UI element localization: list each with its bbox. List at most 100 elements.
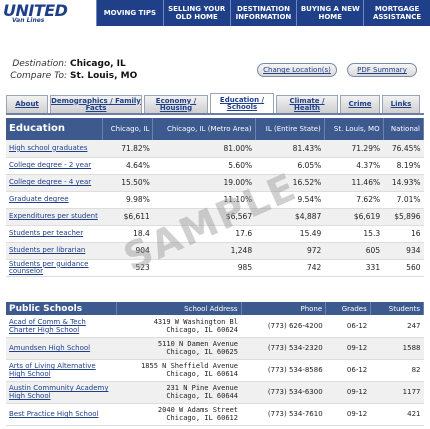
table-cell: $5,896 bbox=[383, 208, 424, 226]
table-cell: 8.19% bbox=[383, 157, 424, 175]
education-metric-link[interactable]: College degree - 4 year bbox=[9, 178, 92, 186]
address-line-1: 1855 N Sheffield Avenue bbox=[141, 362, 238, 370]
table-cell: 9.98% bbox=[102, 191, 153, 209]
table-cell: 560 bbox=[383, 259, 424, 277]
education-metric-link[interactable]: College degree - 2 year bbox=[9, 161, 92, 169]
schools-table: Public Schools School Address Phone Grad… bbox=[6, 302, 425, 426]
nav-selling-old-home[interactable]: SELLING YOUR OLD HOME bbox=[162, 0, 230, 26]
school-name-link[interactable]: Acad of Comm & Tech Charter High School bbox=[9, 317, 86, 334]
tab-bar: About Demographics / Family Facts Econom… bbox=[6, 93, 424, 115]
table-row: College degree - 4 year 15.50% 19.00% 16.52… bbox=[6, 174, 424, 192]
table-cell: 9.54% bbox=[255, 191, 325, 209]
address-line-1: 4319 W Washington Bl bbox=[153, 317, 238, 326]
school-name-link[interactable]: Best Practice High School bbox=[9, 410, 99, 418]
tab-crime[interactable]: Crime bbox=[340, 95, 380, 113]
school-phone: (773) 534-7610 bbox=[241, 403, 326, 426]
table-row: Expenditures per student $6,611 $6,567 $4,8… bbox=[6, 208, 424, 226]
table-cell: 15.3 bbox=[324, 225, 384, 243]
address-line-2: Chicago, IL 60612 bbox=[166, 414, 238, 422]
tab-economy[interactable]: Economy / Housing bbox=[144, 95, 208, 113]
logo-subtext: Van Lines bbox=[12, 17, 45, 24]
table-cell: 5.60% bbox=[152, 157, 256, 175]
table-cell: 1,248 bbox=[152, 242, 256, 260]
col-grades: Grades bbox=[325, 302, 371, 315]
schools-heading: Public Schools bbox=[6, 302, 117, 315]
nav-destination-information[interactable]: DESTINATION INFORMATION bbox=[229, 0, 297, 26]
table-row: Amundsen High School 5110 N Damen Avenue C… bbox=[6, 337, 424, 360]
tab-education[interactable]: Education / Schools bbox=[210, 93, 274, 113]
col-school-address: School Address bbox=[116, 302, 242, 315]
table-cell: 331 bbox=[324, 259, 384, 277]
table-cell: 904 bbox=[102, 242, 153, 260]
change-locations-button[interactable]: Change Location(s) bbox=[257, 63, 337, 77]
address-line-1: 231 N Pine Avenue bbox=[166, 384, 238, 392]
schools-header-row: Public Schools School Address Phone Grad… bbox=[6, 302, 425, 315]
education-metric-link[interactable]: Expenditures per student bbox=[9, 212, 98, 220]
school-grades: 06-12 bbox=[325, 359, 371, 382]
table-cell: 7.62% bbox=[324, 191, 384, 209]
education-metric-link[interactable]: High school graduates bbox=[9, 143, 88, 152]
school-name-link[interactable]: Austin Community Academy High School bbox=[9, 384, 109, 400]
education-metric-link[interactable]: Students per guidance counselor bbox=[9, 259, 89, 275]
school-name-link[interactable]: Arts of Living Alternative High School bbox=[9, 362, 96, 378]
table-cell: $6,567 bbox=[152, 208, 256, 226]
table-cell: 71.29% bbox=[324, 140, 384, 158]
school-phone: (773) 626-4200 bbox=[241, 315, 326, 338]
tab-climate[interactable]: Climate / Health bbox=[276, 95, 338, 113]
tab-links[interactable]: Links bbox=[382, 95, 420, 113]
table-cell: 6.05% bbox=[255, 157, 325, 175]
table-cell: 11.46% bbox=[324, 174, 384, 192]
school-name-link[interactable]: Amundsen High School bbox=[9, 344, 91, 352]
nav-mortgage-assistance[interactable]: MORTGAGE ASSISTANCE bbox=[363, 0, 430, 26]
nav-buying-new-home[interactable]: BUYING A NEW HOME bbox=[296, 0, 363, 26]
table-row: Arts of Living Alternative High School 18… bbox=[6, 359, 424, 382]
table-row: Austin Community Academy High School 231 … bbox=[6, 381, 424, 404]
address-line-2: Chicago, IL 60625 bbox=[166, 348, 238, 356]
table-cell: 605 bbox=[324, 242, 384, 260]
destination-label: Destination: bbox=[12, 59, 67, 69]
table-cell: 81.43% bbox=[255, 140, 325, 158]
education-header-row: Education Chicago, IL Chicago, IL (Metro… bbox=[6, 118, 425, 140]
school-students: 1177 bbox=[370, 381, 424, 404]
table-row: Best Practice High School 2040 W Adams St… bbox=[6, 403, 424, 426]
table-cell: 16 bbox=[383, 225, 424, 243]
destination-info: Destination: Chicago, IL Compare To: St.… bbox=[0, 58, 170, 82]
table-cell: $6,611 bbox=[102, 208, 153, 226]
nav-moving-tips[interactable]: MOVING TIPS bbox=[96, 0, 163, 26]
education-metric-link[interactable]: Students per librarian bbox=[9, 246, 86, 254]
school-address: 1855 N Sheffield Avenue Chicago, IL 60614 bbox=[116, 359, 241, 382]
pdf-summary-button[interactable]: PDF Summary bbox=[347, 63, 417, 77]
table-cell: 4.37% bbox=[324, 157, 384, 175]
address-line-1: 5110 N Damen Avenue bbox=[157, 340, 238, 348]
table-cell: 14.93% bbox=[383, 174, 424, 192]
school-address: 5110 N Damen Avenue Chicago, IL 60625 bbox=[116, 337, 241, 360]
school-phone: (773) 534-8586 bbox=[241, 359, 326, 382]
table-cell: 76.45% bbox=[383, 140, 424, 158]
education-metric-link[interactable]: Students per teacher bbox=[9, 229, 84, 237]
table-cell: 81.00% bbox=[152, 140, 256, 158]
united-logo[interactable]: UNITED Van Lines bbox=[0, 0, 96, 26]
tab-demographics[interactable]: Demographics / Family Facts bbox=[50, 95, 142, 113]
table-cell: 972 bbox=[255, 242, 325, 260]
table-cell: $4,887 bbox=[255, 208, 325, 226]
table-row: Students per librarian 904 1,248 972 605 934 bbox=[6, 242, 424, 260]
table-cell: 523 bbox=[102, 259, 153, 277]
main-nav: MOVING TIPS SELLING YOUR OLD HOME DESTIN… bbox=[96, 0, 430, 26]
table-cell: 7.01% bbox=[383, 191, 424, 209]
col-phone: Phone bbox=[241, 302, 327, 315]
address-line-1: 2040 W Adams Street bbox=[157, 406, 238, 414]
top-nav-bar: UNITED Van Lines MOVING TIPS SELLING YOU… bbox=[0, 0, 430, 26]
compare-label: Compare To: bbox=[10, 71, 67, 81]
school-students: 82 bbox=[370, 359, 424, 382]
table-cell: 934 bbox=[383, 242, 424, 260]
school-grades: 06-12 bbox=[325, 315, 371, 338]
address-line-2: Chicago, IL 60644 bbox=[166, 392, 238, 400]
col-il-state: IL (Entire State) bbox=[255, 118, 325, 140]
school-phone: (773) 534-6300 bbox=[241, 381, 326, 404]
destination-value: Chicago, IL bbox=[70, 59, 126, 69]
tab-about[interactable]: About bbox=[6, 95, 48, 113]
education-metric-link[interactable]: Graduate degree bbox=[9, 195, 69, 203]
table-row: High school graduates 71.82% 81.00% 81.43% 7… bbox=[6, 140, 424, 158]
col-chicago: Chicago, IL bbox=[102, 118, 154, 140]
school-grades: 09-12 bbox=[325, 381, 371, 404]
